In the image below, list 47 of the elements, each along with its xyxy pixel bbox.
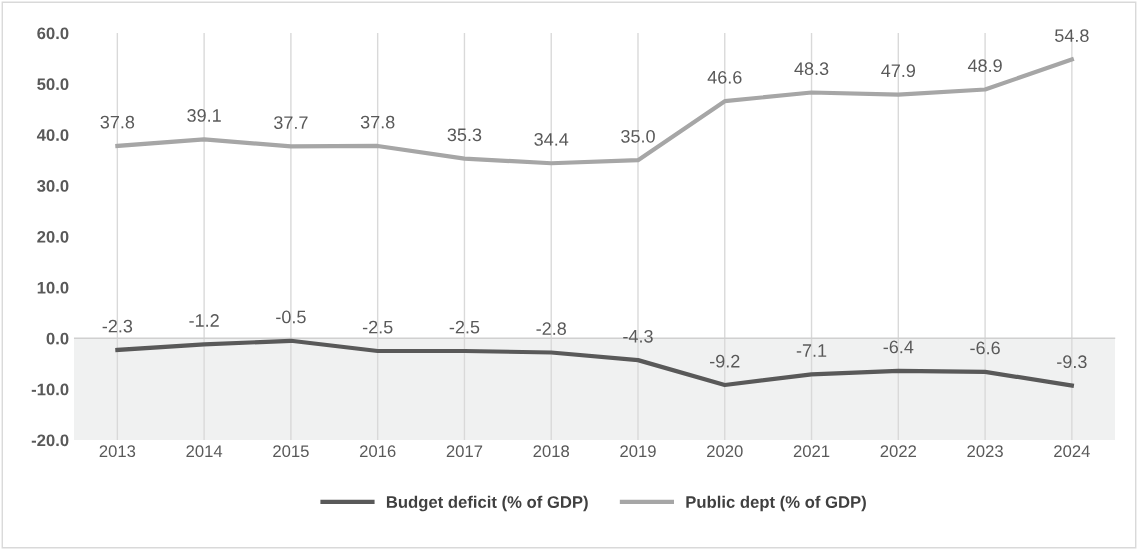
data-label: -7.1 [796, 344, 827, 357]
x-tick-label: 2023 [967, 445, 1003, 458]
data-label: -6.6 [970, 341, 1000, 355]
data-label: 37.8 [100, 115, 135, 129]
legend-label: Public dept (% of GDP) [686, 495, 866, 512]
x-tick-label: 2016 [359, 445, 396, 458]
y-tick-label: 20.0 [37, 230, 69, 243]
data-label: 48.9 [967, 59, 1002, 73]
data-label: -2.5 [449, 320, 480, 334]
data-label: -9.2 [710, 354, 740, 368]
data-label: -6.4 [883, 340, 914, 354]
y-tick-label: -20.0 [31, 434, 69, 447]
data-label: -9.3 [1057, 355, 1087, 369]
x-tick-label: 2018 [533, 445, 570, 458]
data-label: -4.3 [623, 329, 653, 343]
y-tick-label: 50.0 [37, 78, 69, 91]
data-label: 37.7 [274, 116, 308, 129]
y-tick-label: 0.0 [46, 332, 69, 345]
x-tick-label: 2015 [273, 445, 309, 458]
x-tick-label: 2014 [186, 445, 223, 458]
legend-label: Budget deficit (% of GDP) [386, 495, 588, 512]
data-label: -2.5 [362, 320, 393, 334]
x-tick-label: 2013 [99, 445, 136, 458]
data-label: 46.6 [707, 70, 742, 84]
x-tick-label: 2019 [620, 445, 656, 458]
data-label: 39.1 [187, 109, 221, 122]
y-tick-label: 40.0 [36, 129, 69, 141]
data-label: -2.8 [536, 322, 566, 336]
data-label: 47.9 [881, 64, 916, 78]
y-tick-label: -10.0 [31, 383, 69, 396]
x-tick-label: 2020 [707, 445, 743, 458]
x-tick-label: 2024 [1054, 445, 1090, 458]
data-label: -2.3 [102, 319, 133, 333]
x-tick-label: 2021 [793, 445, 830, 458]
data-label: 54.8 [1055, 29, 1089, 42]
y-tick-label: 10.0 [37, 281, 69, 294]
data-label: 35.3 [447, 128, 482, 142]
x-tick-label: 2017 [446, 445, 483, 458]
data-label: 35.0 [621, 129, 655, 143]
data-label: -0.5 [276, 310, 306, 324]
y-tick-label: 60.0 [37, 27, 69, 40]
data-label: 34.4 [534, 133, 569, 146]
data-label: 48.3 [794, 62, 829, 76]
x-tick-label: 2022 [880, 445, 917, 458]
data-label: 37.8 [360, 115, 395, 129]
y-tick-label: 30.0 [37, 180, 69, 192]
data-label: -1.2 [189, 314, 219, 327]
